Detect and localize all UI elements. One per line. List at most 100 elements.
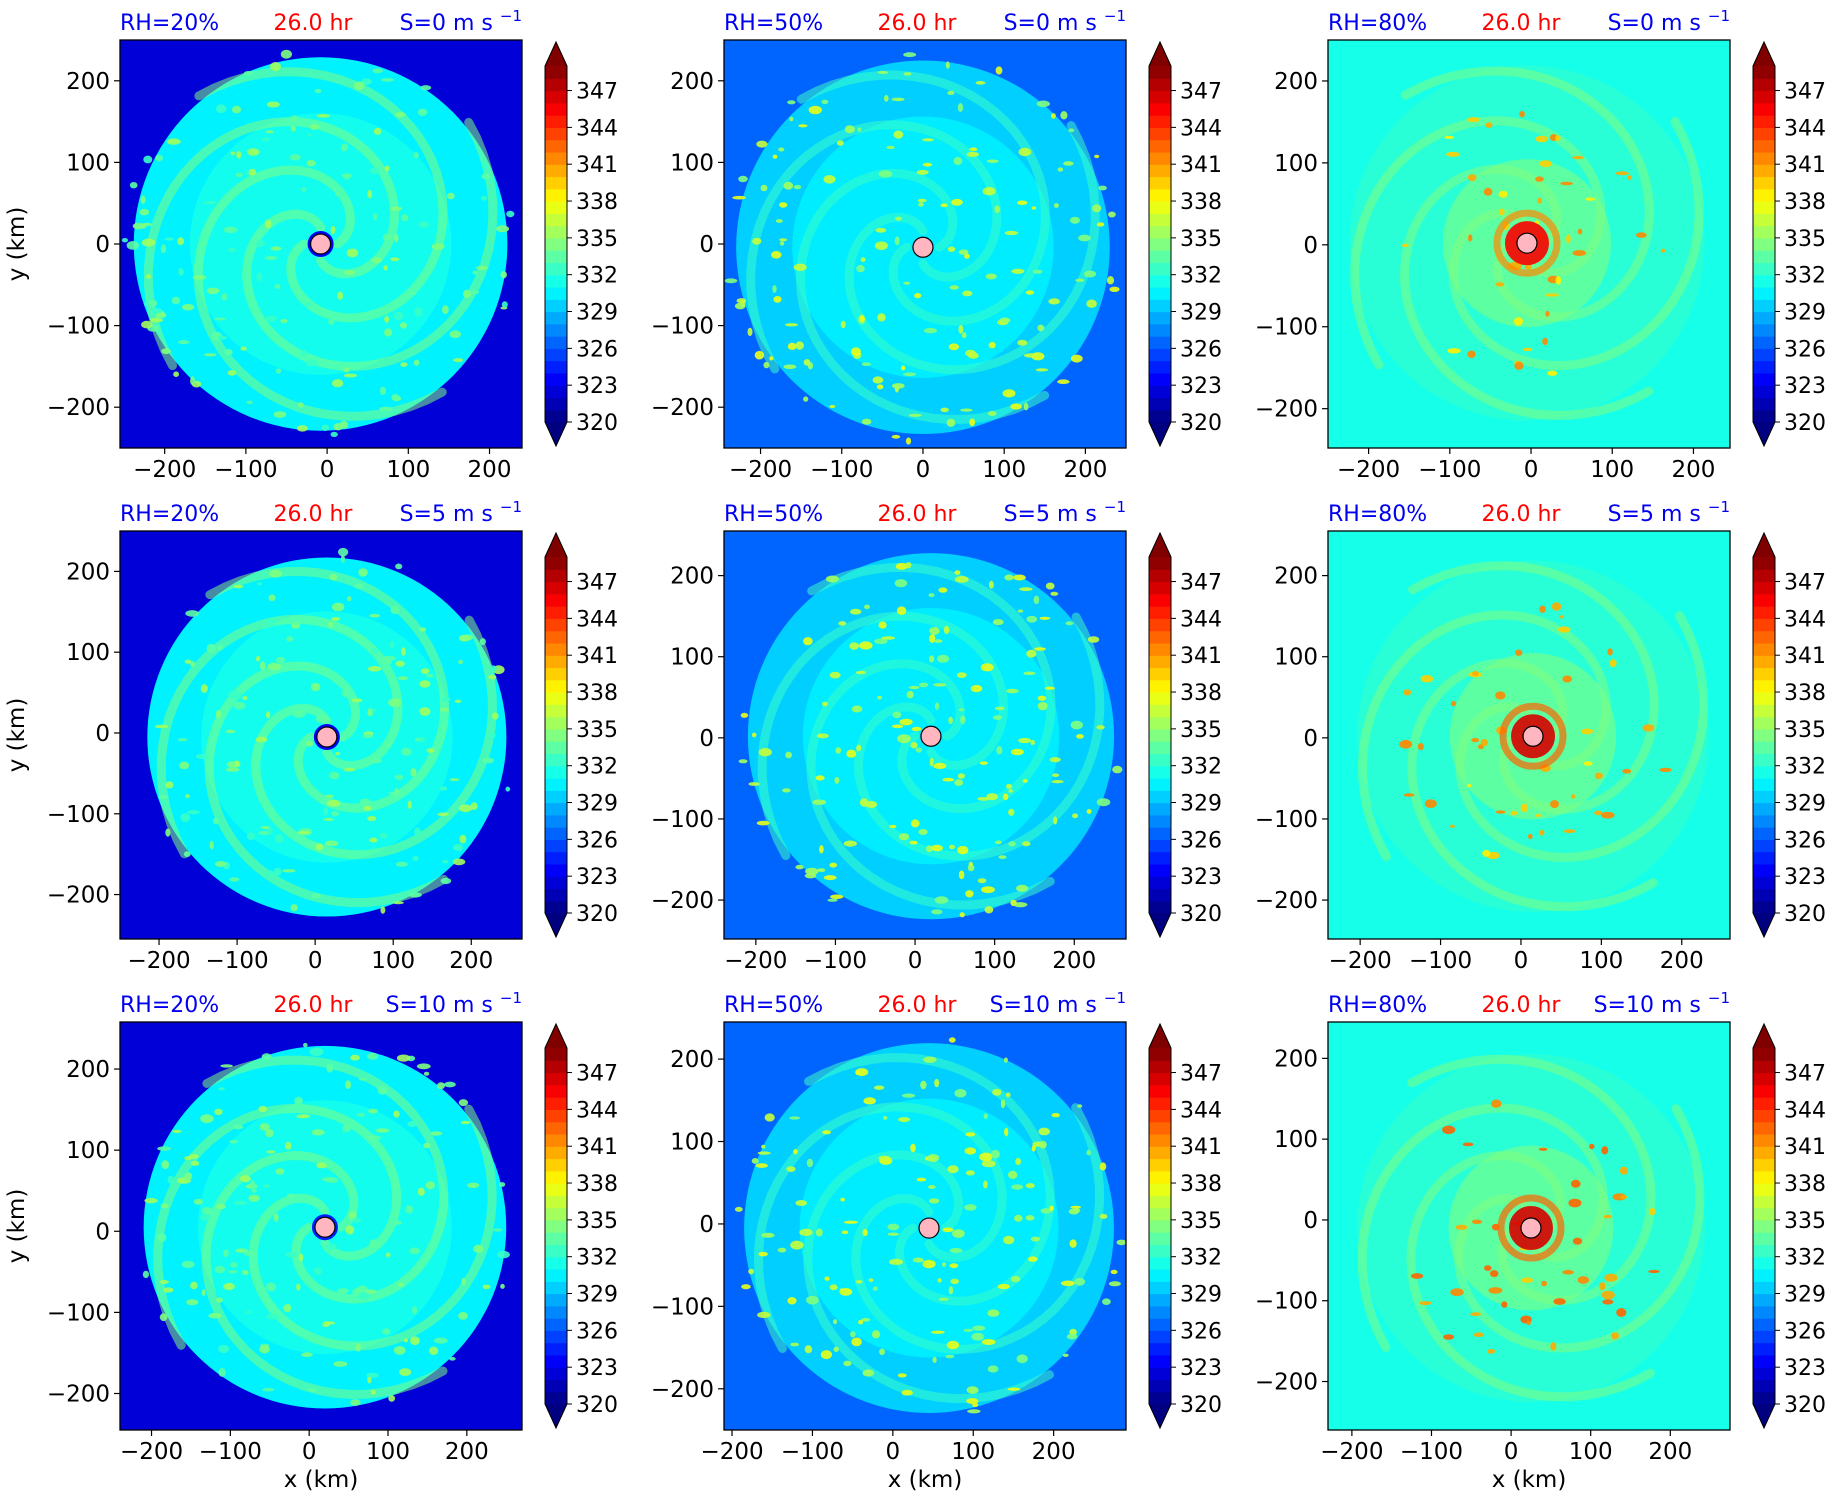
convective-cell bbox=[980, 663, 994, 672]
panel-frame bbox=[119, 1021, 523, 1431]
colorbar-tick-label: 323 bbox=[576, 374, 618, 399]
convective-cell bbox=[849, 642, 859, 650]
colorbar-level bbox=[545, 1318, 567, 1331]
colorbar-level bbox=[1753, 1293, 1775, 1307]
colorbar-level bbox=[545, 299, 567, 313]
colorbar-level bbox=[1753, 176, 1775, 190]
colorbar-level bbox=[545, 90, 567, 104]
convective-cell bbox=[346, 248, 359, 258]
convective-cell bbox=[966, 151, 980, 158]
convective-cell bbox=[265, 130, 275, 134]
colorbar-level bbox=[1149, 250, 1171, 264]
convective-cell bbox=[306, 159, 316, 167]
convective-cell bbox=[906, 690, 914, 699]
convective-cell bbox=[201, 1289, 206, 1296]
convective-cell bbox=[1484, 1265, 1492, 1271]
convective-cell bbox=[329, 771, 340, 780]
colorbar-tick-label: 335 bbox=[1784, 227, 1826, 252]
convective-cell bbox=[449, 1357, 456, 1361]
colorbar-tick-label: 335 bbox=[1180, 718, 1222, 743]
colorbar-level bbox=[1149, 569, 1171, 583]
convective-cell bbox=[286, 1193, 295, 1198]
convective-cell bbox=[225, 767, 240, 772]
colorbar-level bbox=[1149, 360, 1171, 374]
x-tick-label: 100 bbox=[1579, 948, 1623, 974]
convective-cell bbox=[476, 265, 489, 271]
convective-cell bbox=[878, 621, 887, 629]
colorbar-level bbox=[1149, 1084, 1171, 1098]
convective-cell bbox=[895, 562, 908, 570]
colorbar-level bbox=[545, 569, 567, 583]
panel-frame bbox=[1327, 530, 1731, 940]
convective-cell bbox=[1075, 278, 1085, 282]
convective-cell bbox=[449, 778, 460, 782]
convective-cell bbox=[949, 1248, 963, 1253]
convective-cell bbox=[1026, 649, 1037, 658]
convective-cell bbox=[992, 619, 1004, 626]
convective-cell bbox=[144, 1197, 158, 1204]
colorbar-level bbox=[545, 1391, 567, 1405]
convective-cell bbox=[367, 1052, 379, 1060]
convective-cell bbox=[969, 147, 978, 152]
colorbar-tick-label: 329 bbox=[1784, 301, 1826, 326]
convective-cell bbox=[249, 1180, 256, 1189]
convective-cell bbox=[1031, 1145, 1036, 1152]
panel-title-shear: S=10 m s −1 bbox=[990, 989, 1126, 1018]
convective-cell bbox=[764, 1113, 775, 1122]
panel-title-rh: RH=50% bbox=[724, 993, 823, 1018]
colorbar-level bbox=[1753, 851, 1775, 865]
convective-cell bbox=[158, 795, 169, 799]
convective-cell bbox=[916, 169, 929, 175]
convective-cell bbox=[789, 1116, 801, 1120]
convective-cell bbox=[328, 620, 334, 628]
convective-cell bbox=[177, 340, 190, 345]
convective-cell bbox=[898, 1117, 911, 1123]
convective-cell bbox=[316, 1162, 328, 1169]
convective-cell bbox=[412, 856, 419, 861]
x-tick-label: 200 bbox=[1648, 1439, 1692, 1465]
convective-cell bbox=[1049, 1205, 1054, 1211]
convective-cell bbox=[947, 1165, 959, 1174]
convective-cell bbox=[777, 1247, 787, 1253]
colorbar-tick-label: 338 bbox=[1180, 190, 1222, 215]
convective-cell bbox=[829, 1284, 838, 1291]
convective-cell bbox=[275, 1168, 285, 1175]
convective-cell bbox=[266, 1150, 276, 1154]
convective-cell bbox=[875, 227, 887, 233]
convective-cell bbox=[1470, 1312, 1482, 1317]
colorbar-level bbox=[545, 827, 567, 840]
convective-cell bbox=[273, 867, 282, 876]
convective-cell bbox=[314, 88, 322, 94]
convective-cell bbox=[262, 1184, 271, 1188]
convective-cell bbox=[255, 655, 261, 662]
convective-cell bbox=[843, 840, 857, 847]
convective-cell bbox=[332, 379, 344, 388]
convective-cell bbox=[423, 1142, 431, 1149]
convective-cell bbox=[129, 182, 138, 189]
spiral-band bbox=[153, 1103, 402, 1350]
convective-cell bbox=[141, 238, 156, 247]
convective-cell bbox=[957, 103, 964, 112]
convective-cell bbox=[965, 1170, 975, 1176]
x-tick-label: 100 bbox=[1569, 1439, 1613, 1465]
colorbar-level bbox=[1149, 188, 1171, 202]
convective-cell bbox=[282, 869, 296, 873]
convective-cell bbox=[988, 341, 996, 349]
convective-cell bbox=[964, 1204, 977, 1211]
convective-cell bbox=[1032, 269, 1043, 274]
convective-cell bbox=[989, 580, 994, 589]
convective-cell bbox=[262, 1387, 275, 1392]
convective-cell bbox=[1070, 354, 1083, 363]
convective-cell bbox=[390, 206, 403, 211]
convective-cell bbox=[183, 851, 191, 857]
convective-cell bbox=[1571, 1179, 1581, 1188]
convective-cell bbox=[825, 575, 839, 583]
colorbar-tick-label: 326 bbox=[1180, 828, 1222, 853]
convective-cell bbox=[738, 175, 748, 183]
spiral-band bbox=[1453, 1104, 1705, 1353]
convective-cell bbox=[347, 596, 352, 602]
convective-cell bbox=[1051, 780, 1064, 784]
convective-cell bbox=[247, 148, 260, 156]
convective-cell bbox=[851, 705, 863, 713]
colorbar-tick-label: 341 bbox=[576, 153, 618, 178]
